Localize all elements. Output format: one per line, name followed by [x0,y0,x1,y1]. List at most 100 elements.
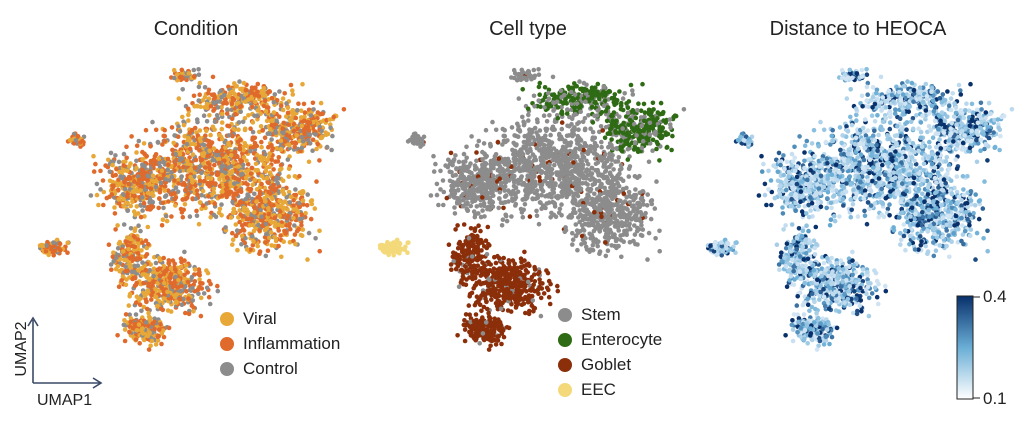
umap-point [162,138,168,144]
umap-point [547,148,552,154]
umap-point [233,84,239,89]
umap-point [115,183,120,188]
umap-point [329,147,334,153]
umap-point [470,199,475,204]
umap-point [57,241,63,247]
umap-point [122,257,127,263]
umap-point [130,199,135,204]
umap-point [91,153,96,159]
umap-point [172,191,177,196]
umap-point [301,101,307,107]
umap-point [153,184,159,190]
umap-point [166,261,172,266]
umap-point [202,165,208,170]
umap-point [190,180,195,185]
umap-point [572,210,577,215]
umap-point [169,125,175,130]
umap-point [278,138,284,143]
umap-point [644,203,650,208]
umap-point [315,110,321,115]
umap-point [496,205,502,211]
umap-point [495,139,501,145]
umap-point [232,181,237,186]
umap-point [241,155,247,160]
umap-point [185,135,191,141]
umap-point [254,152,260,158]
umap-point [624,223,629,228]
umap-point [261,161,267,167]
umap-point [130,189,136,194]
umap-point [497,176,503,181]
umap-point [115,333,120,338]
umap-point [192,267,198,272]
umap-point [472,179,477,184]
umap-point [310,100,316,106]
umap-point [116,201,122,206]
umap-point [589,165,595,171]
umap-point [589,216,594,222]
umap-point [195,192,200,197]
umap-point [250,120,256,125]
umap-point [194,213,200,218]
umap-point [244,216,249,222]
umap-point [590,135,596,140]
umap-point [640,227,646,232]
umap-point [613,177,619,182]
umap-point [502,138,508,144]
umap-point [226,165,231,170]
umap-point [539,157,545,162]
umap-point [223,225,228,230]
umap-point [238,137,243,142]
umap-point [300,198,306,203]
umap-point [433,161,438,167]
umap-point [193,196,199,201]
umap-point [186,118,191,123]
umap-point [163,213,169,219]
umap-point [620,223,625,229]
umap-point [153,286,158,292]
umap-point [308,199,314,204]
umap-point [600,128,605,133]
umap-point [136,211,141,216]
umap-point [220,193,225,198]
umap-point [640,189,646,194]
umap-point [204,119,210,124]
umap-point [502,184,508,189]
umap-point [566,140,571,146]
umap-point [438,168,443,174]
umap-point [566,165,571,170]
umap-point [186,311,192,317]
umap-point [202,94,208,100]
umap-point [258,124,264,129]
umap-point [216,160,222,166]
umap-point [195,287,201,293]
umap-point [491,163,496,168]
umap-point [541,151,547,156]
umap-point [141,200,147,206]
umap-point [564,175,570,181]
umap-point [174,292,179,297]
umap-point [212,162,217,168]
umap-point [297,216,302,222]
umap-point [517,158,523,163]
umap-point [150,173,156,179]
umap-point [241,205,247,211]
umap-point [120,249,126,254]
umap-point [186,112,191,118]
umap-point [547,184,552,189]
umap-point [139,183,144,189]
umap-point [528,174,533,180]
umap-point [140,331,146,336]
umap-point [588,186,594,192]
umap-point [257,192,263,197]
umap-point [204,101,210,107]
umap-point [276,155,282,160]
umap-point [235,247,240,253]
umap-point [598,154,603,159]
umap-point [521,207,526,213]
umap-point [609,137,614,142]
umap-point [550,124,556,130]
umap-point [229,116,235,122]
umap-point [159,223,165,228]
umap-point [588,148,593,154]
